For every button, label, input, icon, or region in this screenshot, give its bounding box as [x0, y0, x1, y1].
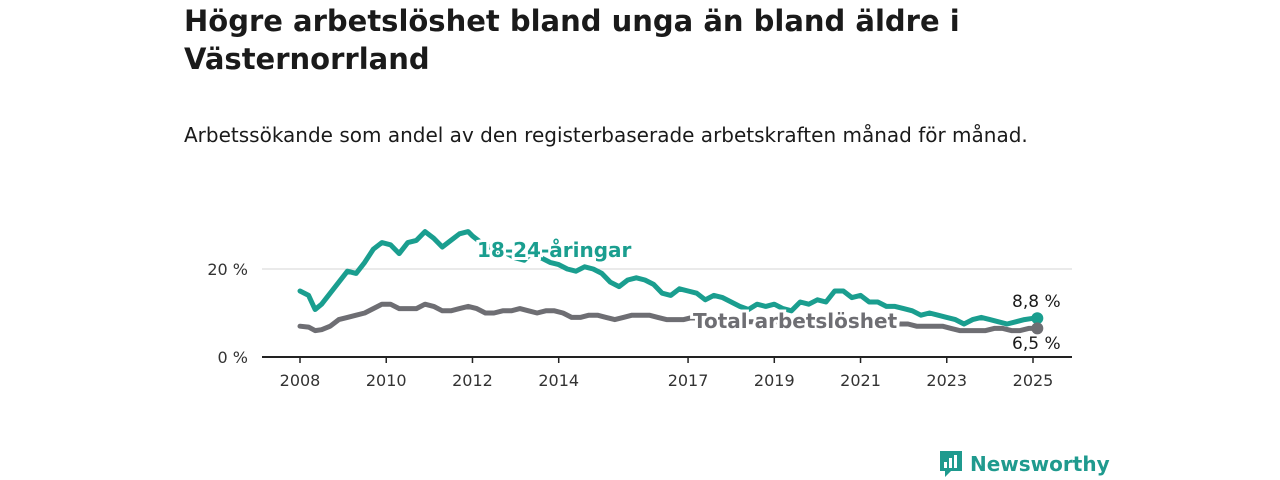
chart-title: Högre arbetslöshet bland unga än bland ä…: [184, 4, 960, 76]
x-tick-label: 2021: [840, 371, 881, 390]
x-tick-label: 2008: [280, 371, 321, 390]
newsworthy-logo-icon: [940, 451, 962, 477]
x-tick-label: 2019: [754, 371, 795, 390]
x-tick-label: 2010: [366, 371, 407, 390]
series-line-total: [297, 301, 1040, 334]
series-end-point: [1031, 312, 1044, 325]
x-tick-label: 2025: [1013, 371, 1054, 390]
line-chart: 0 % 20 % 2008 2010 2012 2014 2017 2019 2021 2023 2…: [207, 229, 1072, 390]
newsworthy-logo: Newsworthy: [938, 449, 1110, 479]
chart-subtitle: Arbetssökande som andel av den registerb…: [184, 123, 1028, 147]
series-line-youth: [297, 229, 1040, 327]
y-tick-label: 0 %: [218, 348, 248, 367]
x-tick-label: 2014: [538, 371, 579, 390]
brand-name: Newsworthy: [970, 452, 1110, 476]
x-tick-label: 2017: [668, 371, 709, 390]
y-tick-label: 20 %: [207, 260, 248, 279]
end-value-label: 6,5 %: [1012, 334, 1061, 354]
x-tick-label: 2012: [452, 371, 493, 390]
end-value-label: 8,8 %: [1012, 292, 1061, 312]
series-label-total: Total arbetslöshet: [693, 309, 898, 333]
series-end-point: [1031, 322, 1044, 335]
series-label-youth: 18-24-åringar: [477, 238, 632, 262]
x-tick-label: 2023: [926, 371, 967, 390]
